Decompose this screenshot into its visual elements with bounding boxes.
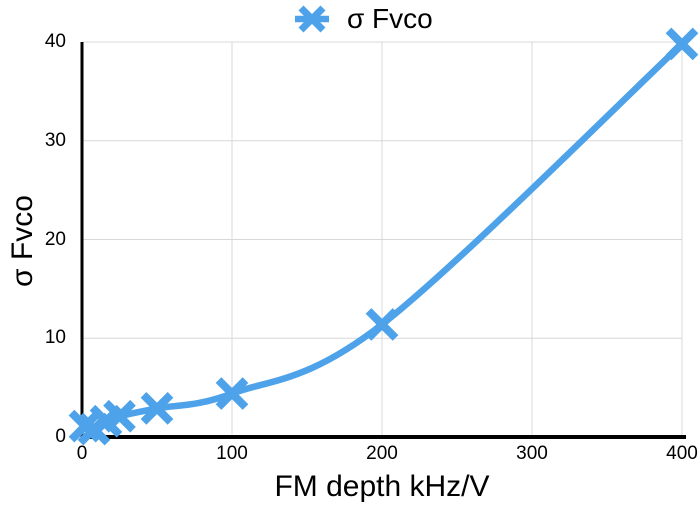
data-point-x-marker [665,27,699,61]
y-tick-label: 0 [55,426,66,447]
data-point-x-marker [365,308,399,341]
y-tick-label: 30 [44,129,66,151]
x-tick-label: 400 [666,443,698,464]
x-axis-title: FM depth kHz/V [274,470,490,503]
data-point-x-marker [103,399,136,433]
legend-label: σ Fvco [347,3,433,34]
x-tick-label: 0 [76,443,88,464]
data-point-x-marker [215,377,249,410]
legend: σ Fvco [293,1,433,37]
data-point-x-marker [140,392,174,425]
x-tick-label: 300 [516,443,548,464]
y-tick-label: 20 [44,228,66,250]
x-marker-icon [295,5,329,33]
x-tick-label: 200 [366,443,398,464]
x-tick-label: 100 [216,443,248,464]
series-line [81,40,686,433]
y-tick-label: 10 [44,327,66,349]
y-tick-label: 40 [44,31,66,52]
